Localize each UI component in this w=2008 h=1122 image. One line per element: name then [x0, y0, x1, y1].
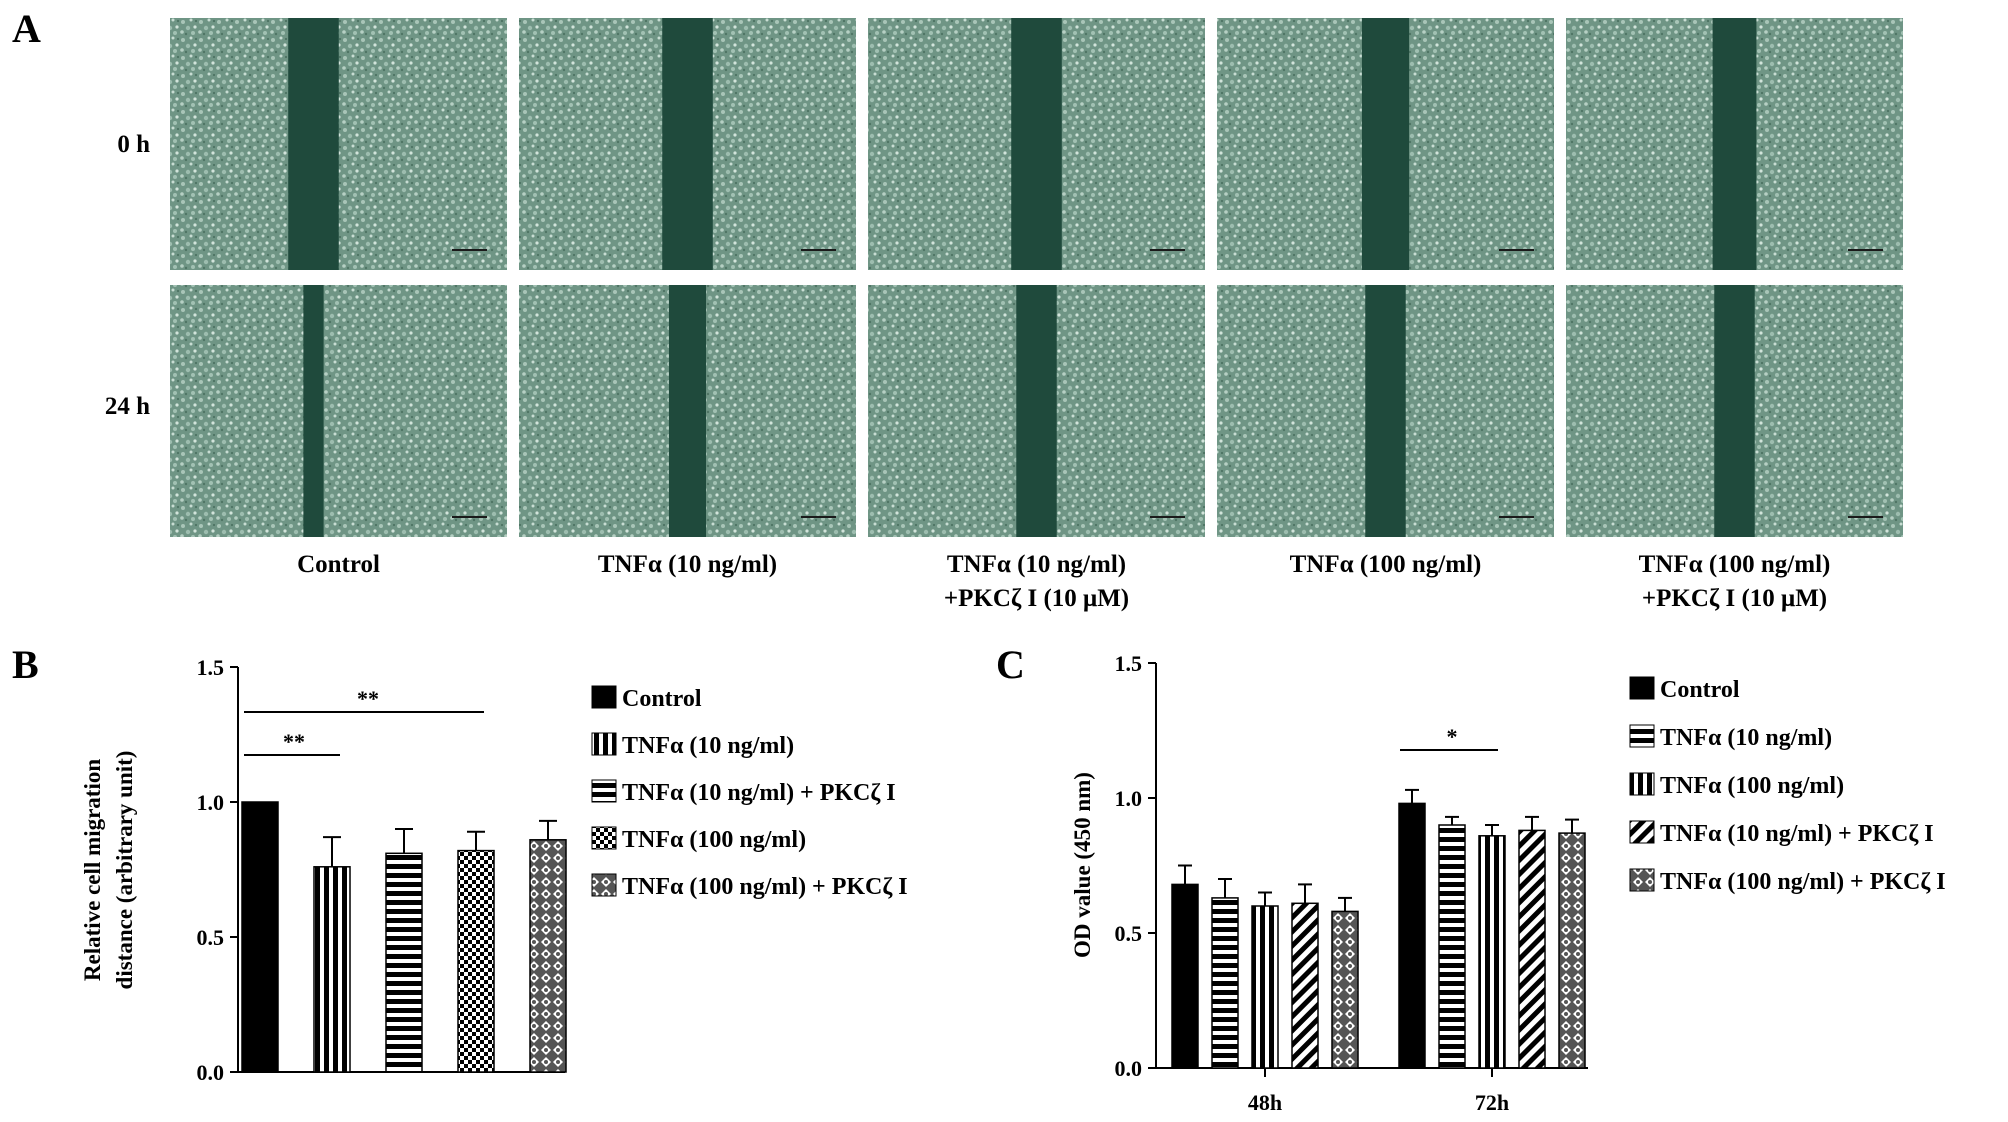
chart-c: 0.0 0.5 1.0 1.5 48h 72h * OD value (450 nm) Cont…: [1070, 651, 1946, 1115]
legend-entry: TNFα (100 ng/ml) + PKCζ I: [1660, 869, 1946, 895]
x-tick-label: 72h: [1475, 1090, 1509, 1115]
significance-label: **: [283, 729, 305, 754]
wound-gap: [1712, 18, 1757, 270]
wound-gap: [1361, 18, 1410, 270]
column-label-line2: +PKCζ I (10 μM): [944, 585, 1129, 612]
row-label-24h: 24 h: [105, 393, 150, 420]
column-labels: Control TNFα (10 ng/ml) TNFα (10 ng/ml) +PK…: [297, 551, 1830, 612]
y-tick-label: 0.5: [1115, 921, 1143, 946]
wound-gap: [1365, 285, 1406, 537]
bar: [313, 866, 351, 1073]
bar: [1478, 835, 1506, 1069]
bar: [1518, 829, 1546, 1069]
y-tick-label: 0.5: [197, 925, 225, 950]
legend-swatch: [1629, 868, 1655, 892]
legend-entry: TNFα (10 ng/ml) + PKCζ I: [1660, 821, 1934, 847]
column-label: TNFα (100 ng/ml): [1639, 551, 1831, 578]
y-tick-label: 1.0: [1115, 786, 1143, 811]
bar: [1171, 883, 1199, 1069]
panel-letter-c: C: [996, 642, 1025, 687]
legend-swatch: [591, 826, 617, 850]
legend-entry: Control: [622, 686, 702, 712]
bar: [529, 839, 567, 1073]
legend-entry: TNFα (10 ng/ml) + PKCζ I: [622, 780, 896, 806]
legend-entry: TNFα (10 ng/ml): [622, 733, 794, 759]
legend-swatch: [591, 779, 617, 803]
bar: [1558, 832, 1586, 1069]
bar: [1251, 905, 1279, 1069]
wound-gap: [288, 18, 339, 270]
column-label-line2: +PKCζ I (10 μM): [1642, 585, 1827, 612]
bar: [1438, 824, 1466, 1069]
y-axis-title: OD value (450 nm): [1070, 772, 1095, 958]
legend-swatch: [591, 732, 617, 756]
legend-swatch: [1629, 772, 1655, 796]
x-tick-label: 48h: [1248, 1090, 1282, 1115]
legend-swatch: [591, 873, 617, 897]
bar: [1211, 897, 1239, 1069]
legend-entry: Control: [1660, 677, 1740, 703]
micrograph-tile: [170, 285, 507, 537]
bar: [1291, 902, 1319, 1069]
bar: [385, 852, 423, 1073]
wound-gap: [303, 285, 324, 537]
row-label-0h: 0 h: [117, 131, 150, 158]
bar: [1331, 910, 1359, 1069]
legend-entry: TNFα (100 ng/ml): [622, 827, 806, 853]
y-tick-label: 0.0: [197, 1060, 225, 1085]
chart-b: 0.0 0.5 1.0 1.5 ** ** Relative cell migration d…: [80, 655, 908, 1085]
wound-gap: [1714, 285, 1755, 537]
panel-letter-a: A: [12, 6, 41, 51]
y-tick-label: 1.5: [1115, 651, 1143, 676]
legend-entry: TNFα (100 ng/ml) + PKCζ I: [622, 874, 908, 900]
legend-swatch: [1629, 820, 1655, 844]
panel-letter-b: B: [12, 642, 39, 687]
legend-swatch: [1629, 676, 1655, 700]
column-label: TNFα (10 ng/ml): [947, 551, 1126, 578]
wound-gap: [1011, 18, 1062, 270]
wound-gap: [668, 285, 707, 537]
bar: [1398, 802, 1426, 1069]
column-label: TNFα (10 ng/ml): [598, 551, 777, 578]
bar: [241, 801, 279, 1073]
column-label: Control: [297, 551, 380, 578]
column-label: TNFα (100 ng/ml): [1290, 551, 1482, 578]
wound-gap: [662, 18, 713, 270]
significance-label: **: [357, 686, 379, 711]
y-tick-label: 1.5: [197, 655, 225, 680]
y-tick-label: 1.0: [197, 790, 225, 815]
panel-a-micrographs: [170, 18, 1903, 537]
legend-entry: TNFα (10 ng/ml): [1660, 725, 1832, 751]
legend-swatch: [1629, 724, 1655, 748]
bar: [457, 849, 495, 1073]
y-tick-label: 0.0: [1115, 1056, 1143, 1081]
legend-entry: TNFα (100 ng/ml): [1660, 773, 1844, 799]
y-axis-title: Relative cell migration distance (arbitra…: [80, 751, 137, 990]
wound-gap: [1016, 285, 1057, 537]
legend-swatch: [591, 685, 617, 709]
significance-label: *: [1447, 724, 1458, 749]
